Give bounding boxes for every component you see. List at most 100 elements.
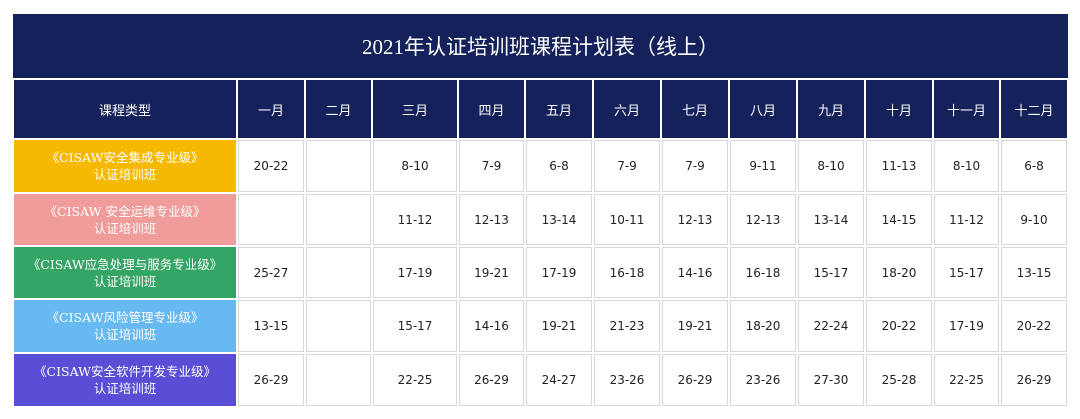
course-name: 《CISAW 安全运维专业级》 xyxy=(44,203,206,219)
date-text: 15-17 xyxy=(813,265,849,280)
date-text: 26-29 xyxy=(253,373,289,387)
date-text: 8-10 xyxy=(952,159,981,173)
date-cell: 7-9 xyxy=(662,140,728,192)
header-text: 十二月 xyxy=(1014,103,1054,119)
date-text: 7-9 xyxy=(685,159,705,173)
header-cell: 六月 xyxy=(594,80,660,138)
header-cell: 四月 xyxy=(459,80,524,138)
date-cell: 14-16 xyxy=(662,247,728,298)
header-cell: 三月 xyxy=(373,80,457,138)
date-text: 25-28 xyxy=(881,373,917,387)
course-name: 《CISAW安全集成专业级》 xyxy=(46,150,204,165)
date-text: 19-21 xyxy=(541,319,577,333)
date-text: 15-17 xyxy=(949,265,984,280)
date-cell xyxy=(306,300,371,352)
date-text: 16-18 xyxy=(745,265,781,280)
header-cell: 八月 xyxy=(730,80,796,138)
date-cell: 11-12 xyxy=(373,194,457,245)
header-text: 九月 xyxy=(817,103,844,119)
header-text: 十一月 xyxy=(946,103,986,119)
date-text: 6-8 xyxy=(1024,159,1044,173)
header-text: 十月 xyxy=(885,103,912,119)
date-cell xyxy=(306,354,371,406)
date-text: 6-8 xyxy=(549,159,569,173)
date-cell: 12-13 xyxy=(662,194,728,245)
date-cell: 9-10 xyxy=(1001,194,1067,245)
date-text: 20-22 xyxy=(881,319,917,333)
date-text: 8-10 xyxy=(401,159,429,173)
date-text: 25-27 xyxy=(253,265,289,280)
date-cell: 14-16 xyxy=(459,300,524,352)
header-text: 一月 xyxy=(257,103,284,119)
date-cell: 17-19 xyxy=(373,247,457,298)
course-name: 认证培训班 xyxy=(93,327,157,342)
date-text: 18-20 xyxy=(881,265,917,280)
title-text: 2021年认证培训班课程计划表（线上） xyxy=(362,35,719,59)
date-cell: 25-28 xyxy=(866,354,932,406)
header-cell: 十一月 xyxy=(934,80,999,138)
date-cell: 20-22 xyxy=(238,140,304,192)
date-cell: 15-17 xyxy=(373,300,457,352)
date-cell: 23-26 xyxy=(730,354,796,406)
course-name: 认证培训班 xyxy=(93,220,157,236)
date-cell: 8-10 xyxy=(373,140,457,192)
date-cell xyxy=(306,194,371,245)
date-text: 11-13 xyxy=(881,159,917,173)
date-text: 26-29 xyxy=(1016,373,1052,387)
date-text: 18-20 xyxy=(745,319,781,333)
course-name: 认证培训班 xyxy=(93,381,157,396)
date-cell xyxy=(306,247,371,298)
date-text: 17-19 xyxy=(397,265,433,280)
date-text: 22-25 xyxy=(949,373,984,387)
header-text: 八月 xyxy=(749,103,776,119)
date-cell: 6-8 xyxy=(526,140,592,192)
date-text: 20-22 xyxy=(1016,319,1052,333)
date-cell: 9-11 xyxy=(730,140,796,192)
date-cell: 13-15 xyxy=(238,300,304,352)
date-text: 26-29 xyxy=(474,373,509,387)
date-cell: 14-15 xyxy=(866,194,932,245)
header-text: 五月 xyxy=(545,103,572,119)
date-cell: 19-21 xyxy=(526,300,592,352)
date-text: 23-26 xyxy=(609,373,645,387)
header-cell: 一月 xyxy=(238,80,304,138)
course-name: 《CISAW风险管理专业级》 xyxy=(46,310,204,325)
date-cell: 11-13 xyxy=(866,140,932,192)
date-cell: 13-14 xyxy=(526,194,592,245)
course-cell: 《CISAW 安全运维专业级》 认证培训班 xyxy=(14,194,236,245)
course-name: 《CISAW安全软件开发专业级》 xyxy=(34,364,216,379)
table-title: 2021年认证培训班课程计划表（线上） xyxy=(13,14,1068,78)
header-text: 课程类型 xyxy=(98,103,151,119)
date-cell: 6-8 xyxy=(1001,140,1067,192)
date-cell: 7-9 xyxy=(594,140,660,192)
date-cell: 27-30 xyxy=(798,354,864,406)
course-name: 认证培训班 xyxy=(93,167,157,182)
date-text: 9-11 xyxy=(749,159,777,173)
date-text: 22-24 xyxy=(813,319,849,333)
course-name: 认证培训班 xyxy=(93,273,157,289)
header-cell: 十二月 xyxy=(1001,80,1067,138)
date-cell: 20-22 xyxy=(866,300,932,352)
date-text: 12-13 xyxy=(474,212,509,227)
course-cell: 《CISAW风险管理专业级》 认证培训班 xyxy=(14,300,236,352)
header-cell: 十月 xyxy=(866,80,932,138)
course-cell: 《CISAW应急处理与服务专业级》 认证培训班 xyxy=(14,247,236,298)
header-text: 二月 xyxy=(325,103,352,119)
header-cell: 五月 xyxy=(526,80,592,138)
date-text: 13-14 xyxy=(541,212,577,227)
date-cell: 19-21 xyxy=(459,247,524,298)
date-cell: 19-21 xyxy=(662,300,728,352)
date-text: 19-21 xyxy=(474,265,509,280)
date-cell: 8-10 xyxy=(798,140,864,192)
course-cell: 《CISAW安全软件开发专业级》 认证培训班 xyxy=(14,354,236,406)
date-cell: 15-17 xyxy=(798,247,864,298)
date-text: 7-9 xyxy=(481,159,502,173)
date-text: 10-11 xyxy=(609,212,645,227)
date-text: 11-12 xyxy=(397,212,433,227)
date-cell: 8-10 xyxy=(934,140,999,192)
header-text: 七月 xyxy=(681,103,708,119)
date-cell: 15-17 xyxy=(934,247,999,298)
date-text: 11-12 xyxy=(949,212,984,227)
date-cell: 25-27 xyxy=(238,247,304,298)
date-text: 21-23 xyxy=(609,319,645,333)
